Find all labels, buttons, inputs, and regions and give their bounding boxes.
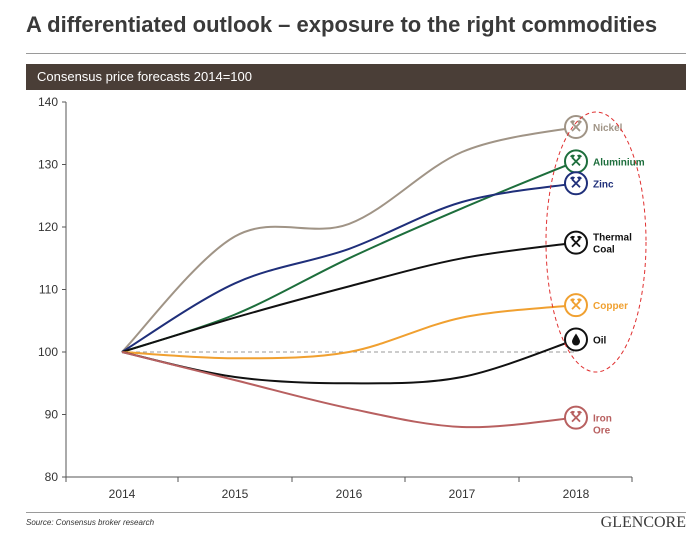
series-label-copper: Copper (593, 301, 628, 312)
series-line-thermal-coal (121, 241, 577, 353)
x-tick-label: 2014 (109, 487, 136, 501)
end-marker-zinc (564, 171, 588, 196)
series-label-zinc: Zinc (593, 179, 614, 190)
y-tick-label: 140 (38, 95, 58, 109)
end-marker-oil (564, 327, 588, 352)
end-marker-nickel (564, 115, 588, 139)
page-title: A differentiated outlook – exposure to t… (26, 12, 658, 37)
chart-header-band: Consensus price forecasts 2014=100 (26, 64, 686, 90)
series-label-thermal-coal: Thermal Coal (593, 233, 632, 256)
chart-title: Consensus price forecasts 2014=100 (37, 69, 252, 84)
series-line-oil (121, 338, 577, 385)
y-tick-label: 110 (39, 283, 58, 297)
series-label-aluminium: Aluminium (593, 157, 645, 168)
y-tick-label: 130 (38, 158, 58, 172)
series-label-oil: Oil (593, 336, 607, 347)
y-tick-label: 100 (38, 345, 58, 359)
end-marker-copper (564, 293, 588, 318)
end-marker-thermal-coal (564, 230, 588, 255)
y-tick-label: 90 (45, 408, 59, 422)
source-note: Source: Consensus broker research (26, 518, 155, 527)
series-line-iron-ore (121, 351, 577, 429)
end-marker-iron-ore (564, 405, 588, 430)
x-tick-label: 2016 (336, 487, 363, 501)
series-line-copper (121, 304, 577, 360)
series-label-iron-ore: Iron Ore (593, 414, 612, 437)
x-tick-label: 2015 (222, 487, 249, 501)
title-divider (26, 53, 686, 54)
x-tick-label: 2018 (563, 487, 590, 501)
series-line-nickel (121, 126, 577, 353)
company-logo: GLENCORE (600, 514, 686, 531)
y-tick-label: 120 (38, 220, 58, 234)
series-line-zinc (121, 182, 577, 353)
highlight-ellipse (545, 111, 647, 373)
x-tick-label: 2017 (449, 487, 476, 501)
footer-divider (26, 512, 686, 513)
series-label-nickel: Nickel (593, 123, 623, 134)
end-marker-aluminium (564, 149, 588, 174)
y-tick-label: 80 (45, 470, 59, 484)
series-line-aluminium (121, 160, 577, 353)
